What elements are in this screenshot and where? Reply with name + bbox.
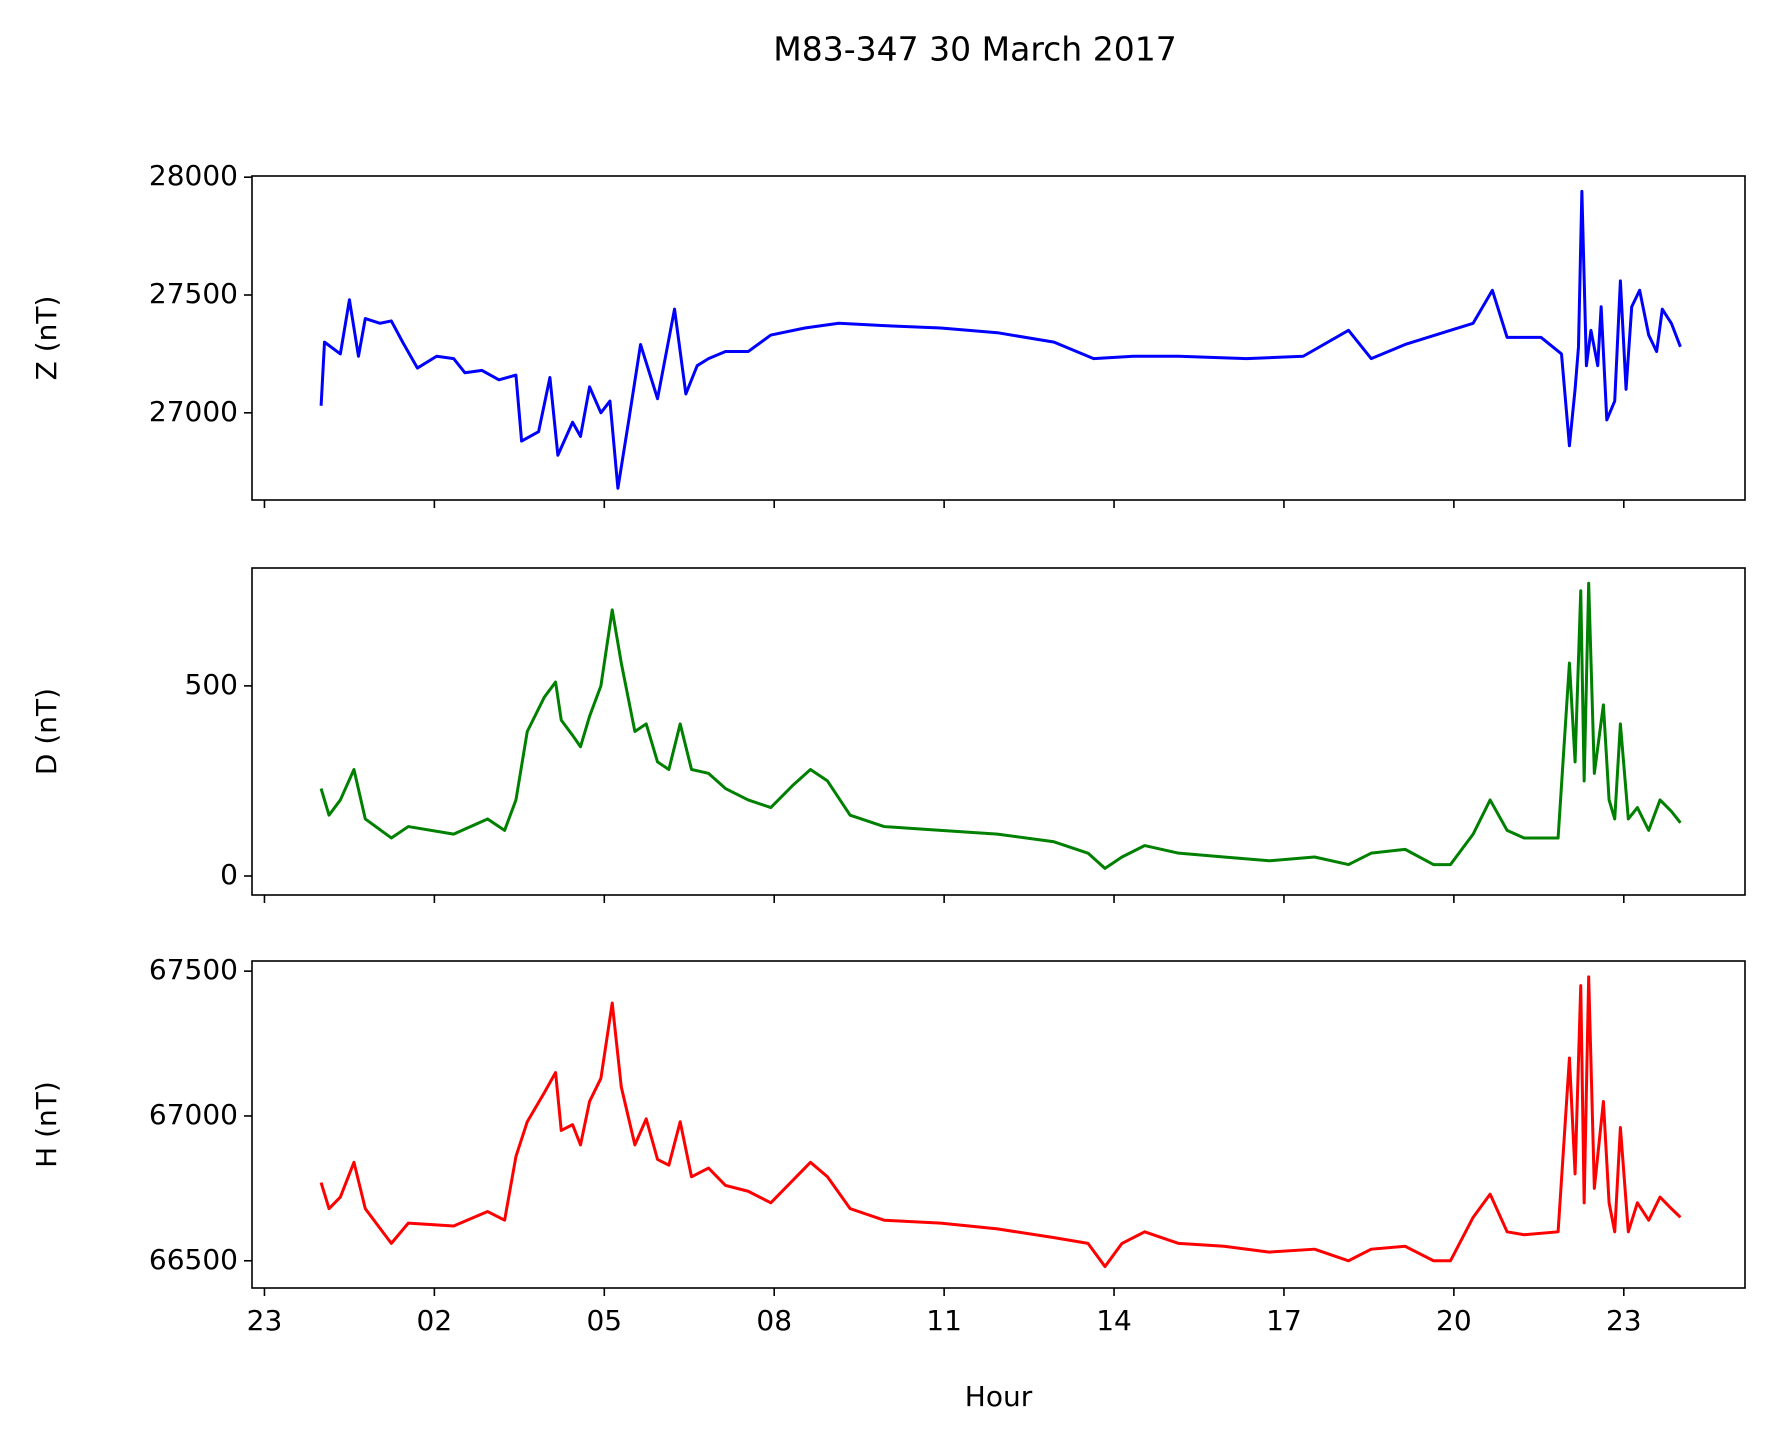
data-line xyxy=(319,581,1682,870)
figure-title: M83-347 30 March 2017 xyxy=(773,30,1176,69)
x-tick-label: 17 xyxy=(1266,1304,1302,1337)
x-tick-label: 11 xyxy=(926,1304,962,1337)
x-tick-label: 05 xyxy=(586,1304,622,1337)
y-tick-label: 66500 xyxy=(149,1243,238,1276)
y-tick-label: 67000 xyxy=(149,1098,238,1131)
x-tick-label: 20 xyxy=(1436,1304,1472,1337)
y-axis-label: Z (nT) xyxy=(30,296,63,381)
x-tick-label: 02 xyxy=(417,1304,453,1337)
axes-frame xyxy=(251,960,1746,1289)
axes-frame xyxy=(251,175,1746,501)
x-tick-label: 23 xyxy=(247,1304,283,1337)
x-tick-label: 08 xyxy=(756,1304,792,1337)
y-tick-label: 27000 xyxy=(149,395,238,428)
y-tick-label: 0 xyxy=(220,858,238,891)
x-tick-label: 14 xyxy=(1096,1304,1132,1337)
data-line xyxy=(319,189,1682,490)
axes-frame xyxy=(251,567,1746,896)
x-axis-label: Hour xyxy=(965,1380,1033,1413)
y-tick-label: 500 xyxy=(185,668,238,701)
y-axis-label: D (nT) xyxy=(30,688,63,775)
y-axis-label: H (nT) xyxy=(30,1081,63,1168)
y-tick-label: 27500 xyxy=(149,277,238,310)
y-tick-label: 67500 xyxy=(149,953,238,986)
data-line xyxy=(319,975,1682,1269)
x-tick-label: 23 xyxy=(1606,1304,1642,1337)
y-tick-label: 28000 xyxy=(149,159,238,192)
